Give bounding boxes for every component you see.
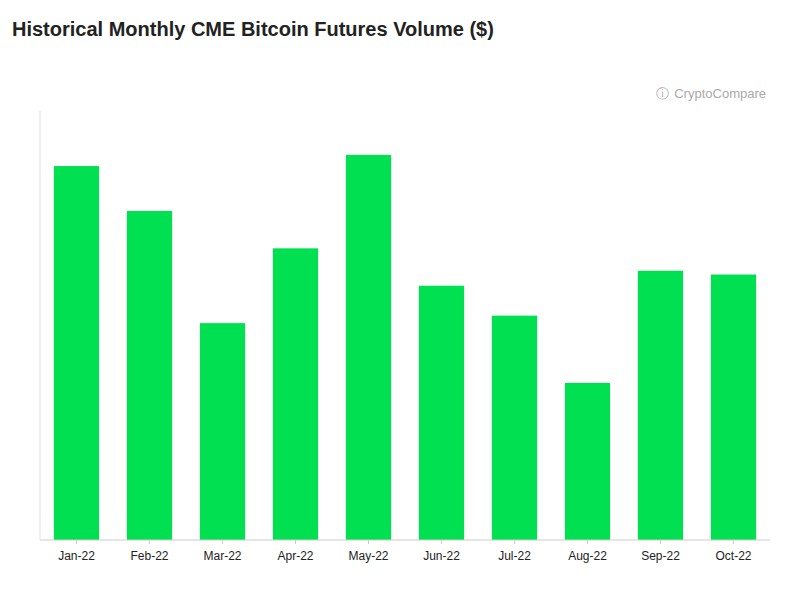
bar bbox=[200, 323, 245, 540]
x-tick-label: Jul-22 bbox=[498, 549, 531, 563]
x-tick bbox=[295, 540, 296, 544]
bar bbox=[54, 166, 99, 540]
chart-container: Historical Monthly CME Bitcoin Futures V… bbox=[0, 0, 800, 600]
x-tick-label: Jan-22 bbox=[58, 549, 95, 563]
annotations: ⓘ CryptoCompare bbox=[656, 86, 766, 101]
bar bbox=[346, 155, 391, 540]
x-tick bbox=[660, 540, 661, 544]
bar bbox=[419, 286, 464, 540]
x-tick-label: Sep-22 bbox=[641, 549, 680, 563]
bar bbox=[273, 248, 318, 540]
x-tick-label: Mar-22 bbox=[203, 549, 241, 563]
x-tick bbox=[733, 540, 734, 544]
x-tick-label: Apr-22 bbox=[277, 549, 313, 563]
bar bbox=[638, 271, 683, 540]
y-axis-line bbox=[40, 110, 41, 540]
bar bbox=[565, 383, 610, 540]
bar bbox=[127, 211, 172, 540]
x-tick-label: Aug-22 bbox=[568, 549, 607, 563]
x-tick-label: May-22 bbox=[348, 549, 388, 563]
x-tick bbox=[149, 540, 150, 544]
x-tick bbox=[222, 540, 223, 544]
bar bbox=[711, 275, 756, 540]
x-tick bbox=[587, 540, 588, 544]
bars bbox=[54, 155, 756, 540]
x-tick bbox=[441, 540, 442, 544]
annotation: ⓘ bbox=[656, 86, 669, 101]
x-tick-label: Feb-22 bbox=[130, 549, 168, 563]
x-tick bbox=[76, 540, 77, 544]
x-tick bbox=[368, 540, 369, 544]
x-tick bbox=[514, 540, 515, 544]
chart: Historical Monthly CME Bitcoin Futures V… bbox=[0, 0, 800, 600]
x-tick-label: Oct-22 bbox=[715, 549, 751, 563]
x-tick-label: Jun-22 bbox=[423, 549, 460, 563]
annotation: CryptoCompare bbox=[674, 86, 766, 101]
bar bbox=[492, 316, 537, 540]
title: Historical Monthly CME Bitcoin Futures V… bbox=[12, 18, 494, 40]
